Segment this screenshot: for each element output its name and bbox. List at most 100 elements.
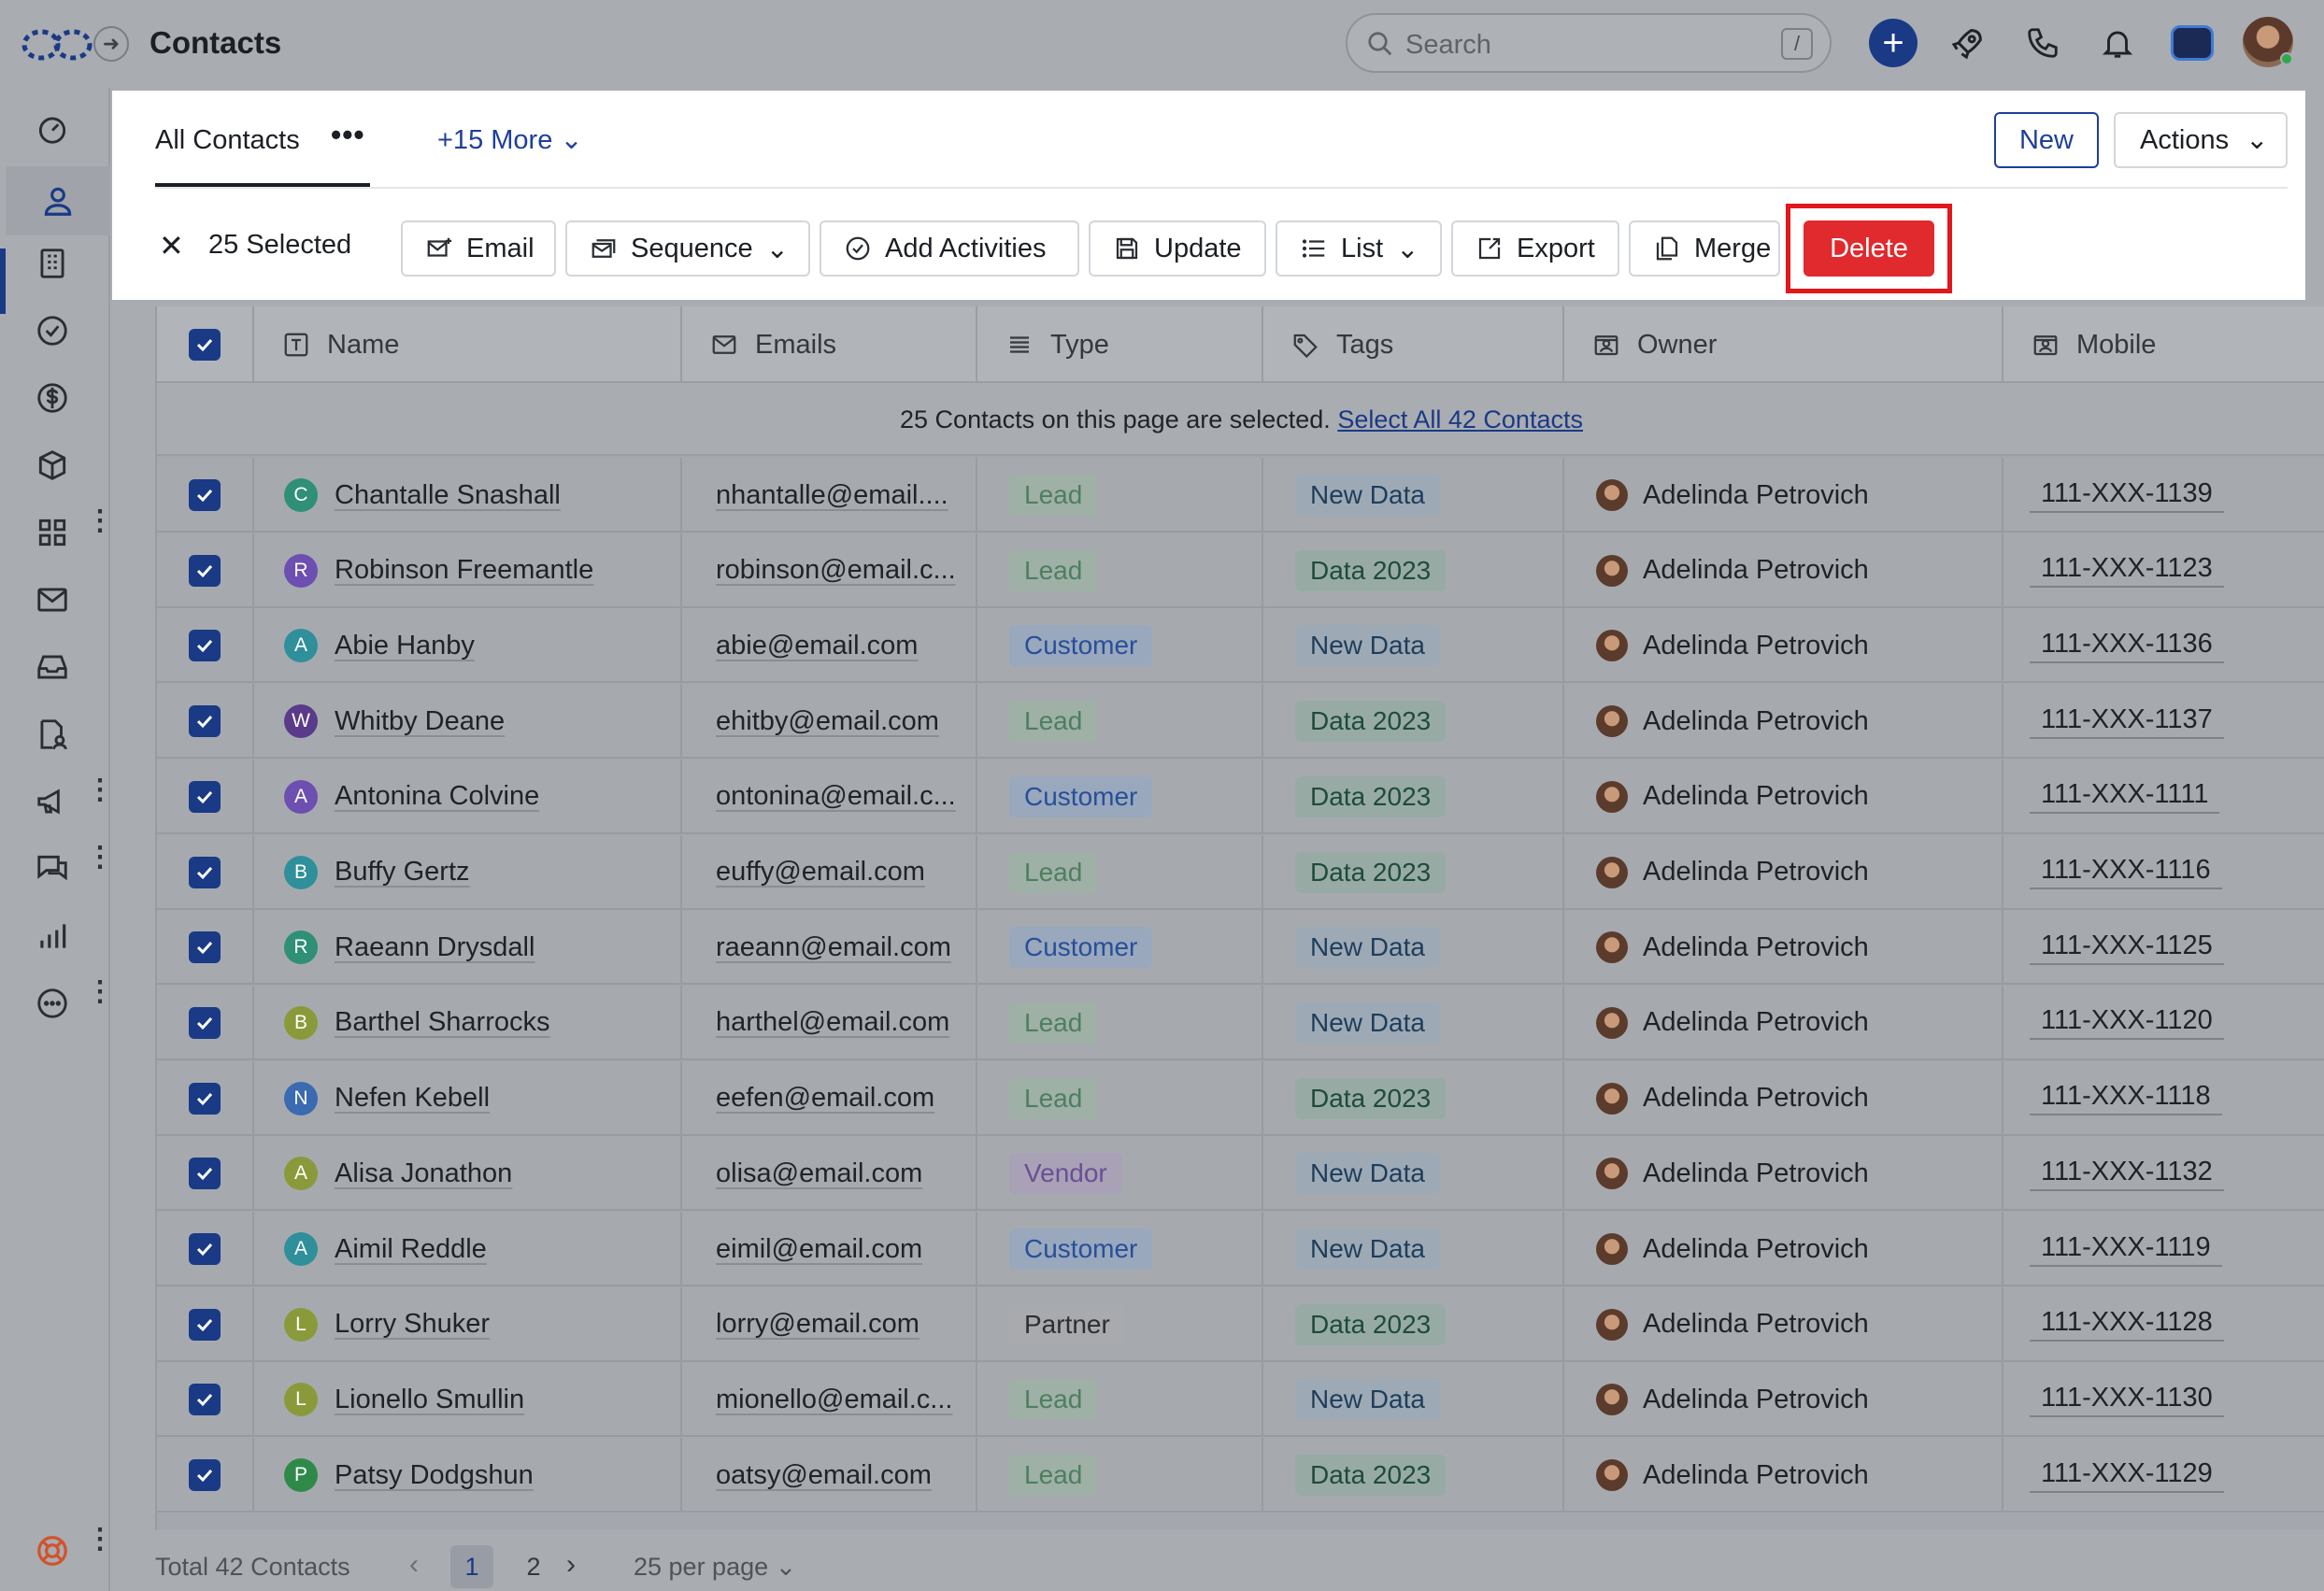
sidebar-item-help[interactable] <box>26 1525 78 1577</box>
contact-name-cell[interactable]: A Aimil Reddle <box>254 1212 682 1286</box>
table-row[interactable]: R Robinson Freemantle robinson@email.c... L… <box>157 533 2324 608</box>
owner-cell[interactable]: Adelinda Petrovich <box>1564 1136 2003 1212</box>
owner-cell[interactable]: Adelinda Petrovich <box>1564 759 2003 834</box>
contact-name[interactable]: Whitby Deane <box>335 705 506 736</box>
mobile-cell[interactable]: 111-XXX-1111 <box>2003 760 2324 834</box>
export-button[interactable]: Export <box>1451 220 1619 277</box>
mobile-number[interactable]: 111-XXX-1119 <box>2030 1232 2222 1267</box>
row-checkbox[interactable] <box>157 1438 254 1513</box>
tags-cell[interactable]: New Data <box>1263 910 1564 986</box>
contact-email[interactable]: nhantalle@email.... <box>716 479 948 510</box>
mobile-number[interactable]: 111-XXX-1116 <box>2030 855 2222 889</box>
email-cell[interactable]: lorry@email.com <box>682 1286 977 1362</box>
prev-page-icon[interactable]: ‹ <box>409 1549 419 1580</box>
owner-cell[interactable]: Adelinda Petrovich <box>1564 834 2003 910</box>
owner-cell[interactable]: Adelinda Petrovich <box>1564 1362 2003 1438</box>
mobile-number[interactable]: 111-XXX-1130 <box>2030 1383 2224 1417</box>
table-row[interactable]: W Whitby Deane ehitby@email.com Lead Data 20… <box>157 684 2324 760</box>
contact-name-cell[interactable]: B Buffy Gertz <box>254 834 682 910</box>
mobile-number[interactable]: 111-XXX-1132 <box>2030 1157 2224 1191</box>
app-logo-icon[interactable] <box>21 26 110 64</box>
table-row[interactable]: A Abie Hanby abie@email.com Customer New Dat… <box>157 608 2324 684</box>
contact-name[interactable]: Robinson Freemantle <box>335 555 594 586</box>
contact-email[interactable]: ehitby@email.com <box>716 705 939 736</box>
actions-dropdown[interactable]: Actions ⌄ <box>2114 112 2288 168</box>
sidebar-conversations-more-icon[interactable]: ⋮ <box>86 842 114 873</box>
mobile-cell[interactable]: 111-XXX-1129 <box>2003 1438 2324 1513</box>
contact-name-cell[interactable]: N Nefen Kebell <box>254 1060 682 1136</box>
row-checkbox[interactable] <box>157 985 254 1060</box>
owner-cell[interactable]: Adelinda Petrovich <box>1564 1212 2003 1286</box>
update-button[interactable]: Update <box>1089 220 1266 277</box>
type-cell[interactable]: Customer <box>977 910 1263 986</box>
tags-cell[interactable]: Data 2023 <box>1263 1438 1564 1513</box>
owner-cell[interactable]: Adelinda Petrovich <box>1564 985 2003 1060</box>
sidebar-more-dots-icon[interactable]: ⋮ <box>86 976 114 1007</box>
row-checkbox[interactable] <box>157 759 254 834</box>
table-row[interactable]: C Chantalle Snashall nhantalle@email.... Le… <box>157 458 2324 533</box>
email-cell[interactable]: abie@email.com <box>682 608 977 684</box>
page-2-button[interactable]: 2 <box>526 1553 541 1581</box>
type-cell[interactable]: Lead <box>977 1362 1263 1438</box>
mobile-cell[interactable]: 111-XXX-1120 <box>2003 986 2324 1060</box>
select-all-checkbox[interactable] <box>157 306 254 383</box>
type-cell[interactable]: Partner <box>977 1286 1263 1362</box>
sidebar-item-accounts[interactable] <box>26 237 78 290</box>
type-cell[interactable]: Lead <box>977 533 1263 608</box>
expand-sidebar-icon[interactable]: ➜ <box>93 26 129 62</box>
owner-cell[interactable]: Adelinda Petrovich <box>1564 1438 2003 1513</box>
contact-email[interactable]: ontonina@email.c... <box>716 781 956 812</box>
email-cell[interactable]: ontonina@email.c... <box>682 759 977 834</box>
mobile-number[interactable]: 111-XXX-1136 <box>2030 629 2224 663</box>
table-row[interactable]: B Buffy Gertz euffy@email.com Lead Data 2023… <box>157 834 2324 910</box>
contact-name-cell[interactable]: C Chantalle Snashall <box>254 458 682 533</box>
tab-all-contacts[interactable]: All Contacts <box>155 125 300 155</box>
mobile-number[interactable]: 111-XXX-1120 <box>2030 1005 2224 1041</box>
row-checkbox[interactable] <box>157 684 254 760</box>
email-cell[interactable]: harthel@email.com <box>682 985 977 1060</box>
mobile-cell[interactable]: 111-XXX-1130 <box>2003 1362 2324 1437</box>
sequence-dropdown[interactable]: Sequence ⌄ <box>565 220 810 277</box>
contact-name-cell[interactable]: A Abie Hanby <box>254 608 682 684</box>
table-row[interactable]: P Patsy Dodgshun oatsy@email.com Lead Data 2… <box>157 1438 2324 1513</box>
contact-name-cell[interactable]: R Robinson Freemantle <box>254 533 682 608</box>
type-cell[interactable]: Vendor <box>977 1136 1263 1212</box>
email-cell[interactable]: euffy@email.com <box>682 834 977 910</box>
contact-name-cell[interactable]: P Patsy Dodgshun <box>254 1438 682 1513</box>
contact-name-cell[interactable]: B Barthel Sharrocks <box>254 985 682 1060</box>
column-header-owner[interactable]: Owner <box>1564 306 2003 383</box>
user-avatar[interactable] <box>2243 17 2293 67</box>
table-row[interactable]: L Lorry Shuker lorry@email.com Partner Data … <box>157 1286 2324 1362</box>
table-row[interactable]: L Lionello Smullin mionello@email.c... Lead… <box>157 1362 2324 1438</box>
delete-button[interactable]: Delete <box>1804 220 1934 277</box>
contact-email[interactable]: mionello@email.c... <box>716 1384 953 1414</box>
contact-name[interactable]: Abie Hanby <box>335 630 475 661</box>
contact-email[interactable]: lorry@email.com <box>716 1309 920 1340</box>
bell-icon[interactable] <box>2093 19 2142 67</box>
contact-name[interactable]: Lorry Shuker <box>335 1309 491 1340</box>
clear-selection-icon[interactable]: ✕ <box>159 229 184 263</box>
owner-cell[interactable]: Adelinda Petrovich <box>1564 1060 2003 1136</box>
table-row[interactable]: N Nefen Kebell eefen@email.com Lead Data 202… <box>157 1060 2324 1136</box>
mobile-cell[interactable]: 111-XXX-1125 <box>2003 910 2324 985</box>
column-header-tags[interactable]: Tags <box>1263 306 1564 383</box>
type-cell[interactable]: Lead <box>977 834 1263 910</box>
type-cell[interactable]: Lead <box>977 1060 1263 1136</box>
table-row[interactable]: A Aimil Reddle eimil@email.com Customer New … <box>157 1212 2324 1286</box>
owner-cell[interactable]: Adelinda Petrovich <box>1564 608 2003 684</box>
sidebar-item-products[interactable] <box>26 439 78 491</box>
contact-email[interactable]: euffy@email.com <box>716 857 925 887</box>
sidebar-item-contacts[interactable] <box>6 166 110 235</box>
owner-cell[interactable]: Adelinda Petrovich <box>1564 684 2003 760</box>
type-cell[interactable]: Customer <box>977 759 1263 834</box>
column-header-mobile[interactable]: Mobile <box>2003 306 2324 383</box>
type-cell[interactable]: Lead <box>977 458 1263 533</box>
email-cell[interactable]: oatsy@email.com <box>682 1438 977 1513</box>
contact-name[interactable]: Raeann Drysdall <box>335 931 535 962</box>
contact-email[interactable]: harthel@email.com <box>716 1007 950 1038</box>
tags-cell[interactable]: New Data <box>1263 458 1564 533</box>
sidebar-item-more[interactable] <box>26 977 78 1030</box>
merge-button[interactable]: Merge <box>1629 220 1780 277</box>
mobile-number[interactable]: 111-XXX-1129 <box>2030 1458 2224 1493</box>
type-cell[interactable]: Customer <box>977 1212 1263 1286</box>
